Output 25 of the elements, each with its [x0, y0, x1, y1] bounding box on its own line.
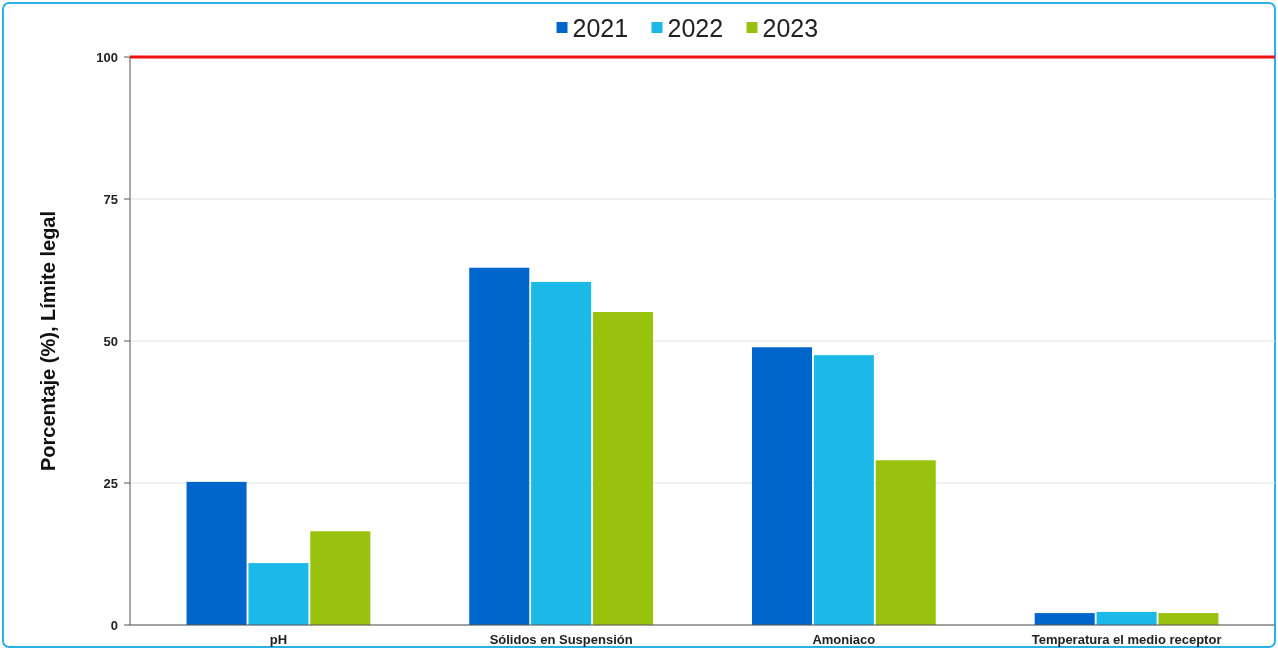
bar [248, 563, 309, 625]
bar [875, 460, 936, 625]
y-tick-label: 0 [110, 617, 118, 633]
y-tick-label: 75 [103, 191, 118, 207]
bar [1158, 613, 1219, 625]
legend-label: 2021 [572, 13, 629, 42]
y-tick-label: 50 [103, 333, 118, 349]
bar [310, 531, 371, 625]
bar [813, 355, 874, 625]
y-axis-title: Porcentaje (%), Límite legal [37, 210, 59, 472]
bar [531, 281, 592, 625]
legend-label: 2022 [667, 13, 724, 42]
bar [186, 481, 247, 625]
bar [469, 267, 530, 625]
bar [751, 347, 812, 625]
bar [1034, 613, 1095, 625]
y-tick-label: 100 [96, 49, 118, 65]
bar [1096, 611, 1157, 625]
legend-label: 2023 [762, 13, 819, 42]
x-tick-label: Temperatura el medio receptor [1031, 632, 1222, 647]
x-tick-label: pH [269, 632, 288, 647]
bar [593, 312, 654, 625]
y-tick-label: 25 [103, 475, 118, 491]
x-tick-label: Amoniaco [812, 632, 876, 647]
x-tick-label: Sólidos en Suspensión [489, 632, 633, 647]
